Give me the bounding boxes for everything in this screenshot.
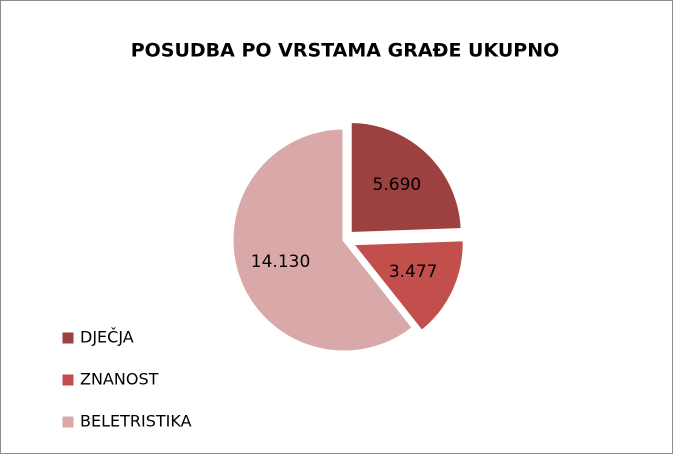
pie-slice: [349, 238, 466, 334]
chart-title: POSUDBA PO VRSTAMA GRAĐE UKUPNO: [131, 40, 560, 62]
pie-slice: [230, 126, 416, 354]
legend-swatch: [61, 373, 75, 387]
legend-label: DJEČJA: [80, 328, 134, 347]
pie-slice: [348, 120, 464, 236]
legend-swatch: [61, 415, 75, 429]
data-label: 3.477: [389, 262, 438, 282]
data-label: 14.130: [251, 252, 310, 272]
legend-swatch: [61, 331, 75, 345]
legend-label: BELETRISTIKA: [80, 412, 192, 431]
legend-label: ZNANOST: [80, 370, 159, 389]
data-label: 5.690: [373, 175, 422, 195]
